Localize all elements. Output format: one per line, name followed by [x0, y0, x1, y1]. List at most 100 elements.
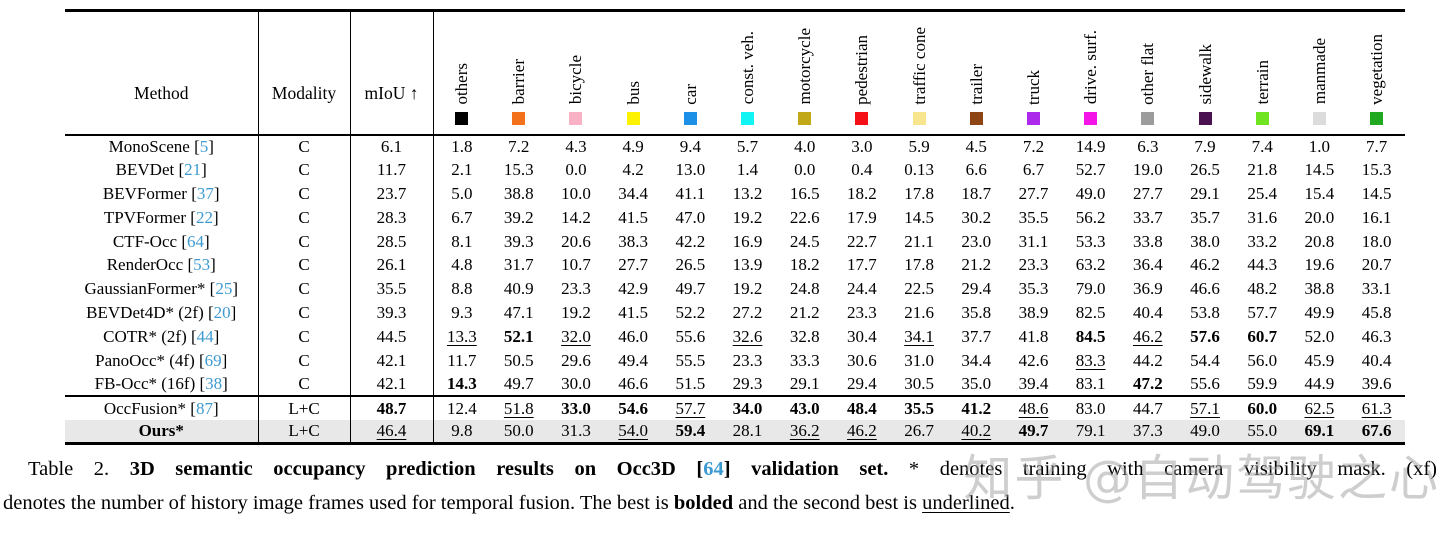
score-cell: 55.6 [1190, 373, 1220, 393]
table-row: MonoScene [5] C 6.1 1.8 7.2 4.3 4.9 9.4 5.7 4.0 3.… [65, 134, 1405, 159]
score-cell: 6.6 [965, 160, 987, 180]
modality-cell: C [257, 301, 350, 325]
citation-link[interactable]: 64 [186, 231, 204, 251]
score-cell: 33.8 [1132, 231, 1163, 251]
score-cell: 33.1 [1361, 279, 1392, 299]
citation-link[interactable]: 20 [213, 302, 231, 322]
barrier-color-swatch [512, 111, 526, 125]
class-label: barrier [509, 59, 529, 105]
score-cell: 0.13 [904, 160, 934, 180]
score-cell: 24.5 [789, 231, 820, 251]
score-cell: 17.7 [847, 255, 877, 275]
score-cell: 56.0 [1247, 350, 1278, 370]
score-cell: 33.7 [1132, 207, 1163, 227]
score-cell: 54.6 [604, 395, 662, 421]
score-cell: 38.8 [1304, 279, 1335, 299]
citation-link[interactable]: 21 [184, 160, 202, 180]
score-cell: 46.2 [1132, 326, 1163, 346]
citation-link[interactable]: 87 [195, 398, 213, 418]
miou-cell: 6.1 [349, 134, 433, 159]
truck-color-swatch [1026, 111, 1040, 125]
score-cell: 1.8 [432, 134, 491, 159]
score-cell: 46.0 [618, 326, 649, 346]
score-cell: 50.5 [503, 350, 534, 370]
citation-link[interactable]: 38 [205, 373, 223, 393]
score-cell: 33.0 [547, 395, 605, 421]
score-cell: 34.0 [718, 395, 777, 421]
class-column-header-others: others [432, 10, 491, 136]
score-cell: 0.4 [851, 160, 873, 180]
score-cell: 48.4 [833, 395, 891, 421]
score-cell: 26.5 [675, 255, 706, 275]
score-cell: 17.9 [847, 207, 877, 227]
score-cell: 41.2 [947, 395, 1005, 421]
score-cell: 36.2 [776, 420, 834, 444]
score-cell: 11.7 [432, 348, 491, 373]
table-row: Ours* L+C 46.4 9.8 50.0 31.3 54.0 59.4 28.1 36.2 4… [65, 420, 1406, 444]
miou-cell: 26.1 [349, 253, 433, 278]
manmade-color-swatch [1312, 111, 1326, 125]
citation-link[interactable]: 22 [195, 207, 213, 227]
caption-citation-link[interactable]: 64 [703, 458, 724, 481]
score-cell: 83.3 [1075, 350, 1106, 370]
score-cell: 39.2 [503, 207, 534, 227]
score-cell: 12.4 [432, 395, 491, 421]
score-cell: 13.2 [732, 183, 763, 203]
score-cell: 49.0 [1176, 420, 1234, 444]
score-cell: 27.2 [732, 302, 763, 322]
score-cell: 44.7 [1119, 395, 1177, 421]
method-cell: RenderOcc [53] [106, 255, 216, 275]
score-cell: 46.3 [1361, 326, 1392, 346]
score-cell: 4.3 [565, 136, 587, 156]
citation-link[interactable]: 37 [196, 183, 214, 203]
citation-link[interactable]: 53 [193, 255, 211, 275]
score-cell: 48.6 [1004, 395, 1063, 421]
score-cell: 48.2 [1247, 279, 1278, 299]
score-cell: 52.7 [1075, 160, 1106, 180]
score-cell: 40.4 [1361, 350, 1392, 370]
score-cell: 61.3 [1348, 395, 1406, 421]
score-cell: 20.0 [1304, 207, 1335, 227]
citation-link[interactable]: 44 [196, 326, 214, 346]
score-cell: 57.7 [1247, 302, 1278, 322]
table-row: BEVDet [21] C 11.7 2.1 15.3 0.0 4.2 13.0 1.4 0.0 0… [65, 158, 1405, 183]
citation-link[interactable]: 69 [204, 350, 222, 370]
car-color-swatch [683, 111, 697, 125]
class-column-header-bicycle: bicycle [547, 10, 605, 136]
score-cell: 55.6 [675, 326, 706, 346]
method-name: OccFusion* [103, 398, 187, 418]
score-cell: 79.0 [1075, 279, 1106, 299]
score-cell: 30.6 [847, 350, 877, 370]
class-column-header-motorcycle: motorcycle [776, 10, 834, 136]
citation-link[interactable]: 25 [215, 279, 233, 299]
score-cell: 39.3 [503, 231, 534, 251]
score-cell: 24.4 [847, 279, 877, 299]
method-cell: MonoScene [5] [108, 136, 214, 156]
traffic-cone-color-swatch [912, 111, 926, 125]
score-cell: 53.8 [1190, 302, 1220, 322]
miou-cell: 42.1 [349, 348, 433, 373]
modality-column-header: Modality [257, 10, 350, 136]
class-label: traffic cone [909, 26, 929, 105]
score-cell: 31.1 [1018, 231, 1049, 251]
class-label: motorcycle [795, 28, 815, 105]
score-cell: 41.5 [618, 302, 649, 322]
score-cell: 4.8 [432, 253, 491, 278]
score-cell: 32.0 [561, 326, 591, 346]
class-column-header-barrier: barrier [490, 10, 548, 136]
table-row: BEVFormer [37] C 23.7 5.0 38.8 10.0 34.4 41.1 13… [65, 182, 1405, 206]
table-row: BEVDet4D* (2f) [20] C 39.3 9.3 47.1 19.2 41.5 5… [65, 301, 1405, 325]
score-cell: 8.1 [432, 229, 491, 254]
score-cell: 51.8 [490, 395, 548, 421]
miou-cell: 46.4 [349, 420, 433, 444]
score-cell: 51.5 [675, 373, 706, 393]
citation-link[interactable]: 5 [199, 136, 209, 156]
method-cell: Ours* [65, 420, 258, 444]
class-label: trailer [966, 63, 986, 105]
score-cell: 40.9 [503, 279, 534, 299]
score-cell: 56.2 [1075, 207, 1106, 227]
score-cell: 30.0 [561, 373, 591, 393]
method-name: BEVDet4D* (2f) [86, 302, 204, 322]
class-column-header-bus: bus [604, 10, 662, 136]
score-cell: 3.0 [851, 136, 873, 156]
